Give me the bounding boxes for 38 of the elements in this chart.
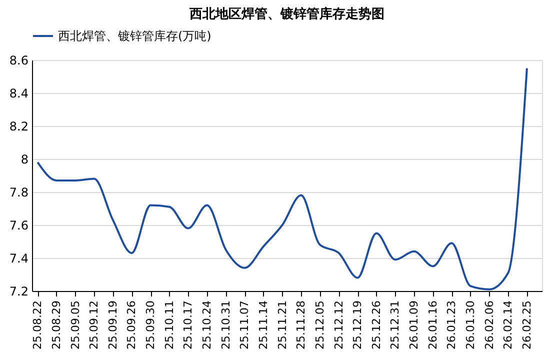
x-tick-label: 25.12.05: [313, 300, 326, 350]
x-tick-label: 26.02.06: [482, 300, 496, 350]
y-tick-label: 8.6: [9, 54, 28, 68]
y-tick-label: 8.2: [9, 120, 28, 134]
y-tick-label: 8.4: [9, 86, 28, 100]
x-tick-label: 25.12.12: [332, 300, 346, 350]
y-tick-label: 7.6: [9, 218, 28, 232]
x-tick-label: 26.01.16: [426, 300, 440, 350]
x-tick-label: 26.01.30: [464, 300, 477, 350]
legend-label: 西北焊管、镀锌管库存(万吨): [58, 29, 212, 43]
x-tick-label: 25.09.30: [144, 300, 158, 350]
y-tick-label: 7.8: [9, 186, 28, 200]
x-tick-label: 25.10.11: [162, 300, 176, 350]
y-tick-label: 8: [20, 152, 28, 166]
x-tick-label: 25.09.12: [88, 300, 101, 350]
x-tick-label: 25.10.24: [200, 300, 214, 350]
y-tick-label: 7.2: [9, 284, 28, 298]
x-tick-label: 25.11.28: [294, 300, 308, 350]
x-tick-label: 25.12.26: [370, 300, 383, 350]
x-tick-label: 25.11.14: [256, 300, 270, 350]
chart-title: 西北地区焊管、镀锌管库存走势图: [188, 6, 384, 22]
x-tick-label: 26.01.23: [445, 300, 458, 350]
x-tick-label: 25.09.19: [106, 300, 120, 350]
x-tick-label: 25.09.05: [68, 300, 82, 350]
x-tick-label: 25.08.29: [50, 300, 63, 350]
x-tick-label: 26.02.14: [502, 300, 515, 350]
x-tick-label: 25.11.07: [238, 300, 252, 350]
x-tick-label: 25.10.31: [219, 300, 232, 350]
x-tick-label: 25.10.17: [182, 300, 195, 350]
x-tick-label: 25.09.26: [125, 300, 138, 350]
x-tick-label: 25.12.19: [351, 300, 364, 350]
x-tick-label: 26.01.09: [408, 300, 421, 350]
x-tick-label: 26.02.25: [520, 300, 534, 350]
x-tick-label: 25.08.22: [31, 300, 44, 350]
x-tick-label: 25.11.21: [276, 300, 289, 350]
line-series: [36, 67, 528, 290]
x-tick-label: 25.12.31: [388, 300, 402, 350]
y-tick-label: 7.4: [9, 252, 28, 266]
